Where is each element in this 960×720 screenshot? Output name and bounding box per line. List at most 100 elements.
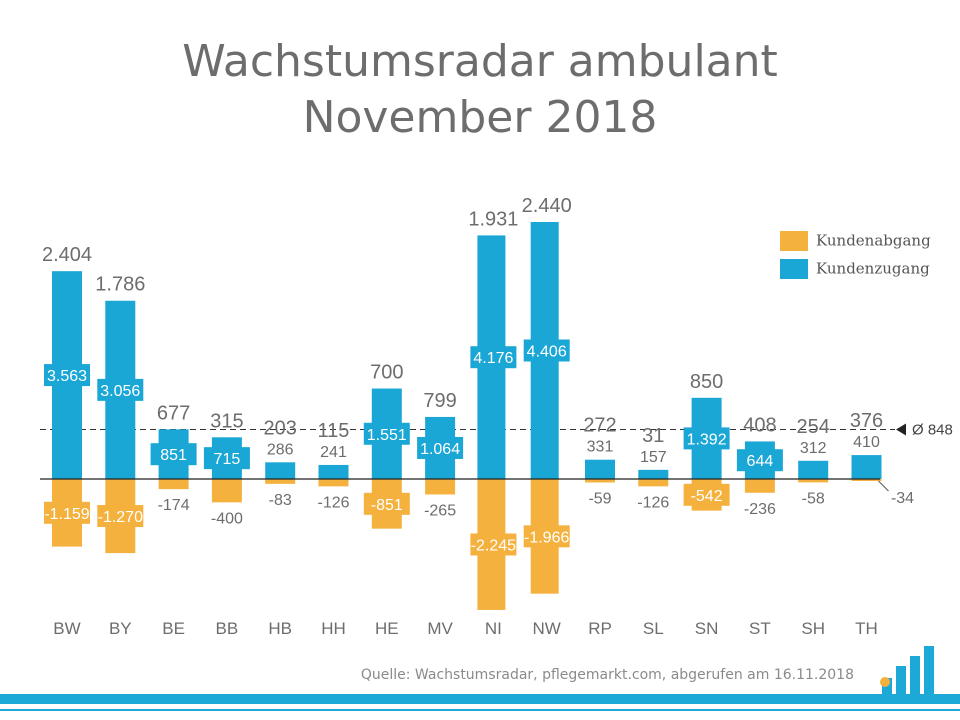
data-label-abgang: -236 (744, 501, 776, 518)
data-label-zugang: 3.563 (47, 368, 87, 385)
data-label-abgang: -174 (158, 497, 190, 514)
data-label-abgang: -1.270 (98, 509, 143, 526)
data-label-abgang: -1.159 (44, 506, 89, 523)
data-label-box-abgang (683, 483, 730, 506)
data-label-box-zugang (417, 436, 464, 459)
data-label-net: 2.404 (42, 244, 92, 266)
bar-kundenabgang (265, 479, 296, 484)
bar-kundenabgang (211, 479, 242, 503)
data-label-box-abgang (363, 492, 410, 515)
data-label-abgang: -400 (211, 510, 243, 527)
data-label-zugang: 410 (853, 434, 880, 451)
footer-bar (0, 694, 960, 704)
data-label-net: 31 (642, 425, 664, 447)
bar-kundenabgang (318, 479, 349, 487)
legend-item-kundenabgang: Kundenabgang (780, 230, 931, 251)
data-label-net: 376 (850, 410, 883, 432)
data-label-box-zugang (736, 449, 783, 472)
x-tick-label: TH (855, 619, 878, 638)
legend-label-zugang: Kundenzugang (816, 259, 930, 278)
data-label-net: 700 (370, 362, 403, 384)
x-tick-label: SN (695, 619, 719, 638)
data-label-abgang: -1.966 (524, 529, 569, 546)
data-label-zugang: 1.064 (420, 441, 460, 458)
data-label-net: 1.786 (95, 274, 145, 296)
data-label-net: 203 (264, 417, 297, 439)
data-label-zugang: 286 (267, 441, 294, 458)
data-label-box-abgang (97, 505, 144, 528)
data-label-zugang: 312 (800, 440, 827, 457)
data-label-zugang: 1.551 (367, 427, 407, 444)
bar-kundenabgang (744, 479, 775, 493)
data-label-net: 799 (423, 390, 456, 412)
data-label-box-zugang (203, 447, 250, 470)
legend-swatch-abgang (780, 230, 808, 251)
x-tick-label: RP (588, 619, 612, 638)
data-label-zugang: 241 (320, 444, 347, 461)
bar-kundenabgang (638, 479, 669, 487)
data-label-box-abgang (44, 501, 90, 524)
bar-kundenabgang (851, 479, 882, 481)
data-label-abgang: -542 (691, 488, 723, 505)
data-label-abgang: -851 (371, 497, 403, 514)
x-tick-label: HB (268, 619, 292, 638)
x-tick-label: SL (643, 619, 664, 638)
legend-swatch-zugang (780, 258, 808, 279)
data-label-abgang: -126 (317, 494, 349, 511)
legend-item-kundenzugang: Kundenzugang (780, 258, 930, 279)
data-label-leader (878, 480, 889, 492)
data-label-net: 850 (690, 371, 723, 393)
data-label-zugang: 715 (214, 451, 241, 468)
legend-label-abgang: Kundenabgang (816, 231, 931, 250)
data-label-net: 2.440 (522, 195, 572, 217)
bar-kundenabgang (585, 479, 615, 483)
data-label-zugang: 851 (160, 447, 187, 464)
data-label-net: 272 (583, 415, 616, 437)
x-tick-label: HH (321, 619, 346, 638)
data-label-abgang: -83 (269, 492, 292, 509)
data-label-zugang: 331 (587, 439, 614, 456)
x-tick-label: ST (749, 619, 771, 638)
data-label-zugang: 1.392 (687, 431, 727, 448)
average-label: Ø 848 (912, 422, 953, 439)
x-tick-label: BW (53, 619, 80, 638)
data-label-abgang: -59 (588, 490, 611, 507)
chart-title-line1: Wachstumsradar ambulant (182, 36, 778, 87)
data-label-abgang: -58 (802, 490, 825, 507)
average-marker-icon (896, 423, 906, 436)
data-label-net: 677 (157, 402, 190, 424)
bar-kundenabgang (158, 479, 189, 490)
x-tick-label: NI (485, 619, 502, 638)
chart-title-line2: November 2018 (302, 92, 658, 143)
data-label-box-zugang (97, 378, 144, 401)
data-label-box-zugang (363, 422, 410, 445)
x-tick-label: HE (375, 619, 399, 638)
bar-kundenzugang (851, 455, 882, 479)
data-label-zugang: 644 (747, 453, 774, 470)
data-label-abgang: -34 (891, 490, 914, 507)
data-label-box-zugang (150, 443, 197, 466)
data-label-zugang: 4.406 (527, 344, 567, 361)
source-note: Quelle: Wachstumsradar, pflegemarkt.com,… (360, 667, 854, 683)
data-label-box-zugang (44, 364, 90, 387)
x-tick-label: SH (801, 619, 825, 638)
bar-kundenzugang (585, 459, 615, 479)
x-tick-label: MV (427, 619, 453, 638)
x-tick-label: NW (533, 619, 561, 638)
footer-line (0, 709, 960, 711)
data-label-net: 254 (797, 416, 830, 438)
data-label-box-abgang (470, 533, 517, 556)
x-tick-label: BY (109, 619, 132, 638)
bar-kundenzugang (318, 464, 349, 479)
data-label-net: 408 (743, 414, 776, 436)
data-label-net: 115 (318, 420, 350, 442)
data-label-abgang: -2.245 (471, 537, 516, 554)
data-label-abgang: -265 (424, 502, 456, 519)
bar-kundenzugang (638, 469, 669, 479)
data-label-box-zugang (523, 339, 570, 362)
data-label-box-zugang (683, 427, 730, 450)
data-label-abgang: -126 (637, 494, 669, 511)
data-label-zugang: 3.056 (100, 383, 140, 400)
x-tick-label: BE (162, 619, 185, 638)
x-tick-label: BB (216, 619, 239, 638)
